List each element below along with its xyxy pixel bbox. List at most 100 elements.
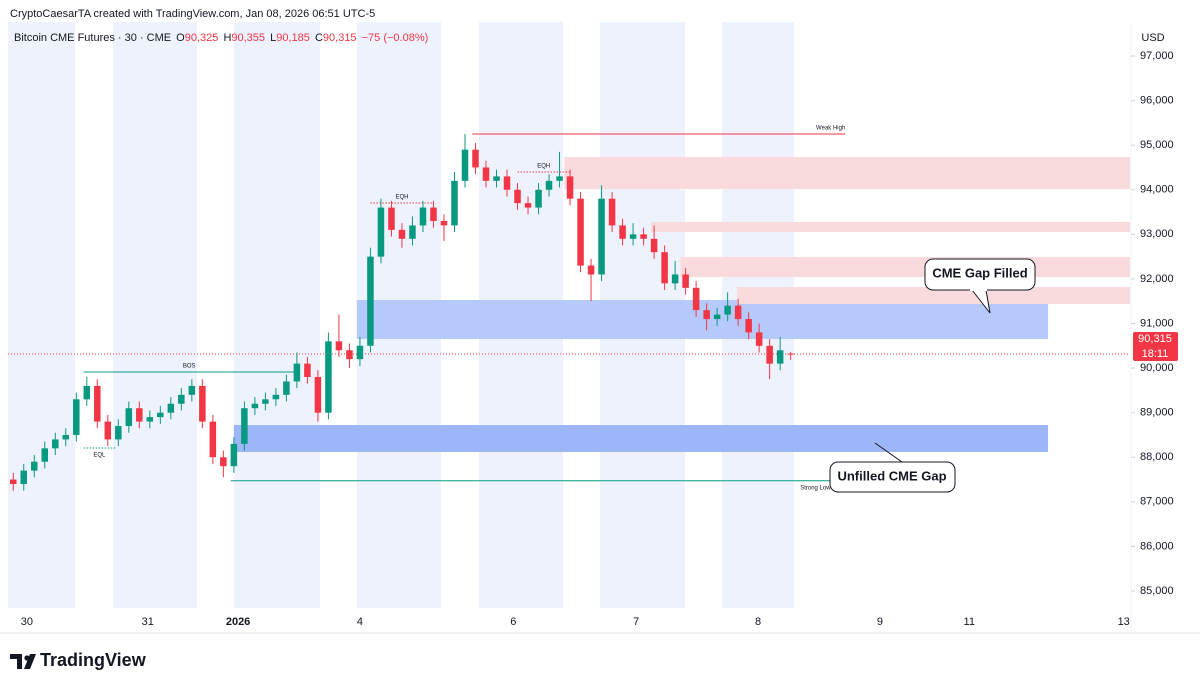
- candle-body: [451, 180, 458, 226]
- candle-body: [251, 403, 259, 409]
- currency: USD: [1141, 32, 1164, 44]
- callout-joint: [970, 287, 987, 291]
- candle-body: [629, 234, 637, 239]
- candle-body: [136, 408, 143, 422]
- candle-body: [545, 180, 553, 190]
- session-band: [234, 22, 320, 608]
- candle-body: [766, 345, 773, 364]
- candle-body: [398, 229, 406, 239]
- level-label: EQH: [395, 195, 408, 201]
- candle-body: [598, 198, 605, 275]
- symbol: Bitcoin CME Futures · 30 · CME: [14, 32, 171, 44]
- level-label: BOS: [183, 364, 196, 370]
- candle-body: [262, 399, 269, 404]
- x-tick-label: 30: [21, 616, 33, 628]
- x-tick-label: 8: [755, 616, 761, 628]
- candle-body: [787, 353, 794, 355]
- callout-text: CME Gap Filled: [932, 265, 1027, 280]
- attribution: CryptoCaesarTA created with TradingView.…: [10, 8, 375, 20]
- candle-body: [671, 274, 679, 284]
- brand-name: TradingView: [40, 650, 147, 670]
- candle-body: [682, 274, 689, 288]
- candle-body: [587, 265, 595, 275]
- candle-body: [734, 305, 742, 320]
- candle-body: [272, 394, 280, 400]
- candle-body: [199, 385, 206, 422]
- session-band: [113, 22, 197, 608]
- candle-body: [241, 408, 248, 444]
- ohlc-label: C: [315, 32, 323, 44]
- candle-body: [293, 363, 301, 382]
- y-tick-label: 94,000: [1140, 184, 1174, 196]
- callout: Unfilled CME Gap: [829, 442, 956, 493]
- candle-body: [692, 287, 700, 311]
- y-tick-label: 96,000: [1140, 95, 1174, 107]
- brand-logo: [24, 655, 30, 661]
- y-tick-label: 91,000: [1140, 317, 1174, 329]
- y-tick-label: 93,000: [1140, 228, 1174, 240]
- candle-body: [146, 417, 154, 422]
- ohlc-value: 90,315: [323, 32, 357, 44]
- plot: Weak High EQH EQH BOS EQL Strong Low: [8, 126, 1130, 491]
- candle-body: [346, 350, 353, 360]
- x-tick-label: 2026: [226, 616, 250, 628]
- x-tick-label: 4: [357, 616, 363, 628]
- candle-body: [230, 443, 238, 467]
- zone: [233, 425, 1049, 453]
- candle-body: [503, 176, 511, 190]
- candle-body: [461, 149, 469, 181]
- y-tick-label: 92,000: [1140, 273, 1174, 285]
- candle-body: [556, 176, 563, 181]
- zone: [564, 157, 1130, 190]
- candle-body: [755, 332, 763, 346]
- candle-body: [94, 385, 101, 422]
- zone: [356, 300, 1049, 340]
- candle-body: [188, 385, 196, 395]
- candle-body: [157, 412, 164, 418]
- candle-body: [577, 198, 584, 266]
- candle-body: [566, 176, 574, 199]
- x-tick-label: 31: [142, 616, 154, 628]
- candle-body: [388, 207, 395, 230]
- candle-body: [304, 363, 311, 378]
- brand: TradingView: [10, 650, 147, 670]
- candle-body: [440, 220, 448, 226]
- candle-body: [178, 394, 185, 404]
- candle-body: [409, 225, 416, 239]
- candle-body: [419, 207, 427, 226]
- candle-body: [514, 189, 521, 204]
- ohlc-value: 90,355: [231, 32, 265, 44]
- candle-body: [608, 198, 616, 226]
- legend-header: Bitcoin CME Futures · 30 · CME O90,325 H…: [14, 32, 428, 44]
- x-tick-label: 6: [510, 616, 516, 628]
- ohlc-value: 90,185: [276, 32, 310, 44]
- candle-body: [703, 310, 710, 320]
- y-tick-label: 86,000: [1140, 540, 1174, 552]
- candle-body: [661, 252, 668, 284]
- candle-body: [335, 341, 343, 351]
- x-tick-label: 11: [964, 616, 975, 628]
- candle-body: [125, 408, 133, 427]
- session-band: [8, 22, 75, 608]
- ohlc-label: H: [223, 32, 231, 44]
- candle-body: [52, 439, 59, 449]
- change: −75 (−0.08%): [362, 32, 429, 44]
- candle-body: [430, 207, 437, 221]
- level-label: EQL: [93, 453, 106, 459]
- candle-body: [314, 377, 322, 413]
- candle-body: [640, 234, 647, 239]
- ohlc-label: L: [270, 32, 276, 44]
- candle-body: [724, 305, 731, 315]
- candle-body: [472, 149, 479, 168]
- y-tick-label: 85,000: [1140, 585, 1174, 597]
- candle-body: [220, 457, 227, 467]
- candle-body: [482, 167, 490, 181]
- candle-body: [83, 385, 91, 400]
- candle-body: [535, 189, 542, 208]
- zone: [737, 286, 1130, 305]
- x-tick-label: 7: [633, 616, 639, 628]
- level-label: Strong Low: [800, 485, 831, 491]
- candle-body: [650, 238, 658, 253]
- candle-body: [776, 350, 784, 364]
